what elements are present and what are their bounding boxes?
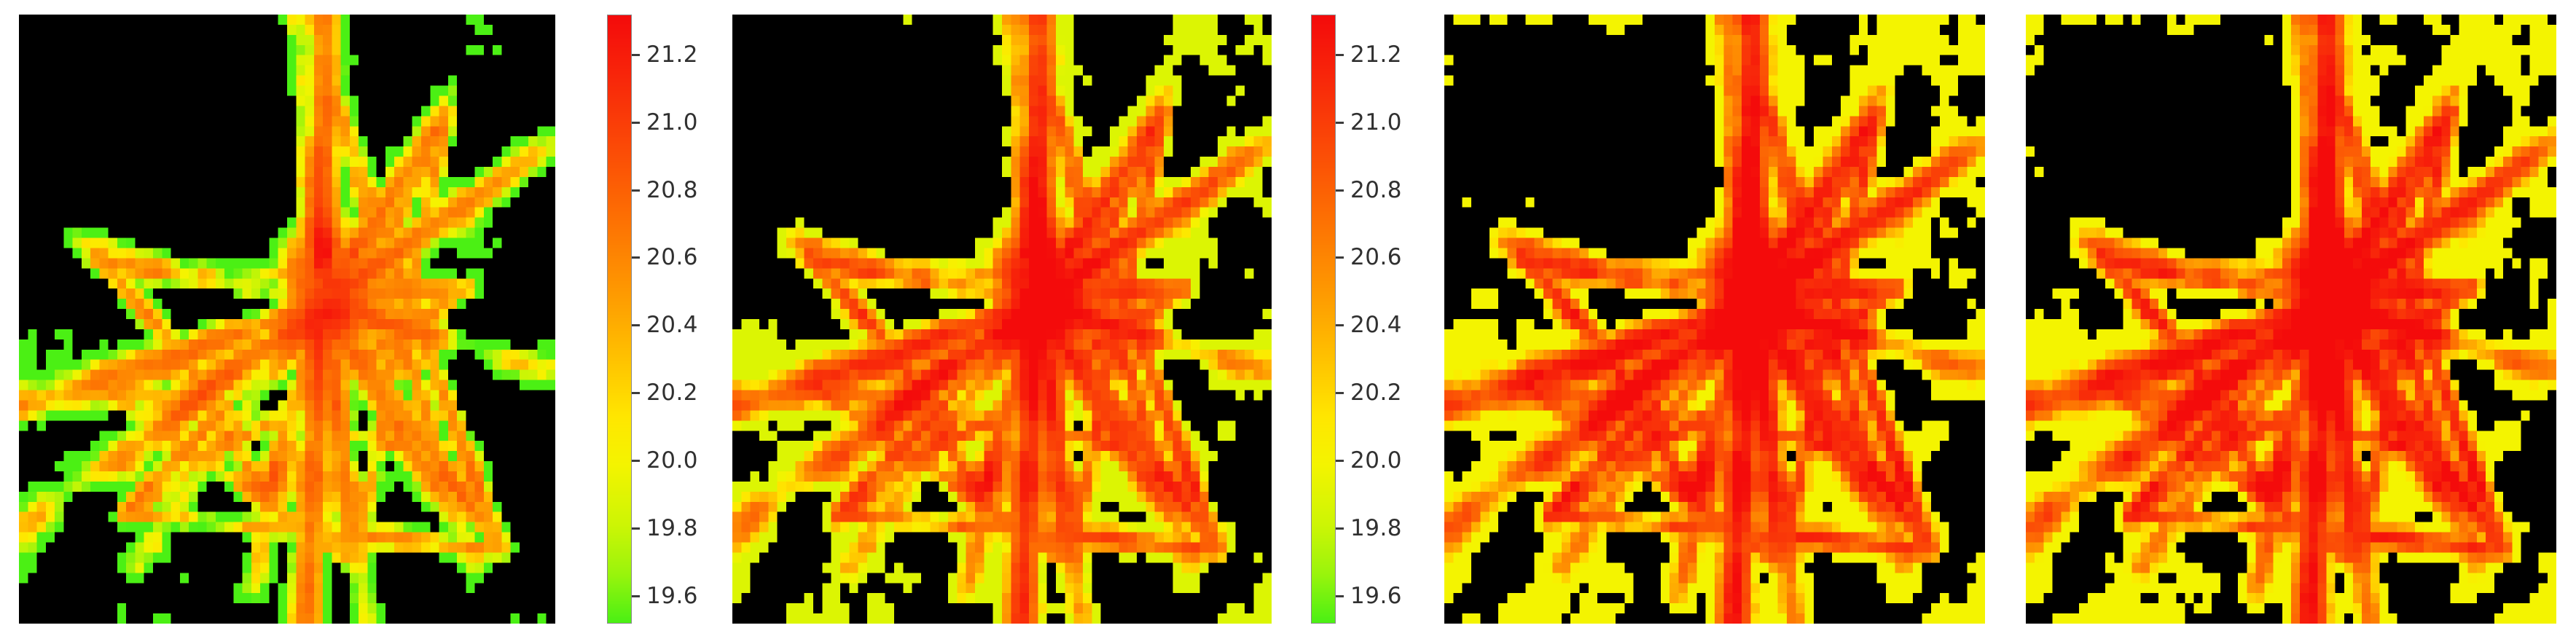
colorbar-1-ticks: 21.2 21.0 20.8 20.6 20.4 20.2 20.0 19.8 19.6 <box>632 15 716 624</box>
colorbar-tick-label: 21.0 <box>646 109 699 136</box>
tick-mark-icon <box>632 527 640 530</box>
colorbar-2-tick: 19.8 <box>1336 517 1402 540</box>
colorbar-tick-label: 21.2 <box>646 41 699 68</box>
tick-mark-icon <box>632 121 640 124</box>
colorbar-tick-label: 21.2 <box>1350 41 1403 68</box>
colorbar-tick-label: 20.8 <box>646 176 699 203</box>
colorbar-tick-label: 20.0 <box>646 447 699 474</box>
colorbar-1-tick: 20.4 <box>632 314 698 337</box>
colorbar-2-tick: 21.2 <box>1336 41 1403 68</box>
colorbar-tick-label: 20.2 <box>1350 380 1403 407</box>
tick-mark-icon <box>1336 53 1344 56</box>
tick-mark-icon <box>1336 594 1344 597</box>
heatmap-image-4 <box>2026 15 2556 624</box>
tick-mark-icon <box>632 256 640 259</box>
tick-mark-icon <box>1336 256 1344 259</box>
colorbar-tick-label: 20.4 <box>646 312 699 339</box>
colorbar-2-ticks: 21.2 21.0 20.8 20.6 20.4 20.2 20.0 19.8 19.6 <box>1336 15 1420 624</box>
tick-mark-icon <box>632 594 640 597</box>
colorbar-1-image <box>608 15 631 623</box>
colorbar-2-tick: 20.4 <box>1336 314 1402 337</box>
colorbar-tick-label: 20.4 <box>1350 312 1403 339</box>
tick-mark-icon <box>632 53 640 56</box>
colorbar-1-gradient <box>607 15 632 624</box>
heatmap-panel-4[interactable] <box>2026 15 2556 624</box>
tick-mark-icon <box>632 460 640 463</box>
colorbar-1-tick: 20.6 <box>632 246 698 269</box>
colorbar-tick-label: 20.8 <box>1350 176 1403 203</box>
tick-mark-icon <box>1336 121 1344 124</box>
heatmap-image-1 <box>19 15 555 624</box>
colorbar-2-tick: 20.0 <box>1336 449 1402 472</box>
colorbar-2-tick: 19.6 <box>1336 582 1403 609</box>
colorbar-2-image <box>1312 15 1335 623</box>
colorbar-2-tick: 20.2 <box>1336 382 1402 404</box>
tick-mark-icon <box>632 392 640 395</box>
colorbar-tick-label: 20.6 <box>1350 244 1403 271</box>
colorbar-1-tick: 21.0 <box>632 111 698 134</box>
heatmap-panel-2[interactable] <box>732 15 1272 624</box>
colorbar-2-tick: 20.6 <box>1336 246 1402 269</box>
colorbar-tick-label: 19.8 <box>1350 514 1403 541</box>
colorbar-tick-label: 20.0 <box>1350 447 1403 474</box>
colorbar-2-gradient <box>1311 15 1336 624</box>
colorbar-1-tick: 20.8 <box>632 176 699 203</box>
colorbar-1-tick: 19.6 <box>632 582 699 609</box>
colorbar-1-tick: 21.2 <box>632 41 699 68</box>
colorbar-1: 21.2 21.0 20.8 20.6 20.4 20.2 20.0 19.8 19.6 <box>607 15 716 624</box>
colorbar-2: 21.2 21.0 20.8 20.6 20.4 20.2 20.0 19.8 19.6 <box>1311 15 1420 624</box>
colorbar-1-tick: 19.8 <box>632 517 698 540</box>
colorbar-tick-label: 19.6 <box>1350 582 1403 609</box>
tick-mark-icon <box>1336 392 1344 395</box>
colorbar-2-tick: 21.0 <box>1336 111 1402 134</box>
tick-mark-icon <box>1336 460 1344 463</box>
colorbar-2-tick: 20.8 <box>1336 176 1403 203</box>
heatmap-panel-3[interactable] <box>1444 15 1985 624</box>
colorbar-tick-label: 21.0 <box>1350 109 1403 136</box>
colorbar-tick-label: 20.6 <box>646 244 699 271</box>
tick-mark-icon <box>632 324 640 327</box>
colorbar-tick-label: 19.8 <box>646 514 699 541</box>
heatmap-image-3 <box>1444 15 1985 624</box>
colorbar-1-tick: 20.0 <box>632 449 698 472</box>
tick-mark-icon <box>1336 324 1344 327</box>
tick-mark-icon <box>1336 527 1344 530</box>
colorbar-1-tick: 20.2 <box>632 382 698 404</box>
tick-mark-icon <box>632 189 640 192</box>
colorbar-tick-label: 19.6 <box>646 582 699 609</box>
tick-mark-icon <box>1336 189 1344 192</box>
heatmap-image-2 <box>732 15 1272 624</box>
heatmap-panel-1[interactable] <box>19 15 555 624</box>
colorbar-tick-label: 20.2 <box>646 380 699 407</box>
